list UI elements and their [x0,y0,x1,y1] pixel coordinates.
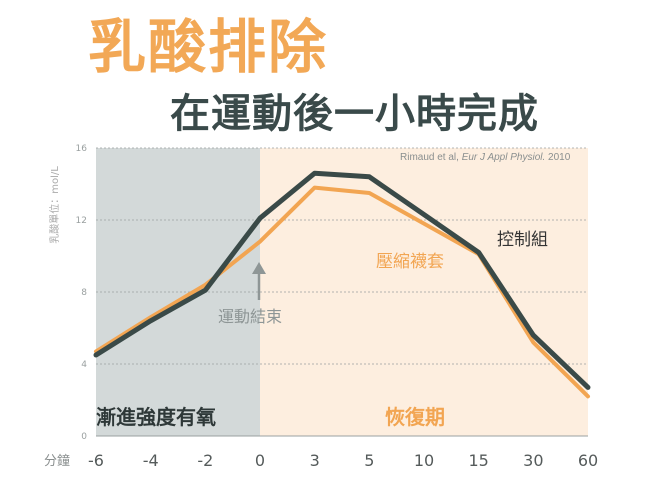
y-tick-label: 0 [81,432,87,442]
chart-title: 乳酸排除 [88,13,329,81]
citation-journal: Eur J Appl Physiol. [462,152,546,163]
x-tick-label: 3 [310,451,320,470]
x-tick-label: -4 [143,451,159,470]
x-axis-ticks: -6 -4 -2 0 3 5 10 15 30 60 [88,451,598,470]
chart-subtitle: 在運動後一小時完成 [170,91,539,137]
x-tick-label: 15 [468,451,488,470]
x-axis-label: 分鐘 [44,453,70,469]
citation-year: 2010 [545,152,570,163]
legend-compression: 壓縮襪套 [376,252,444,272]
grid-lines [96,147,588,437]
phase-recovery-label: 恢復期 [385,405,445,429]
exercise-end-label: 運動結束 [218,307,282,326]
phase-exercise-label: 漸進強度有氧 [96,405,216,429]
x-tick-label: -2 [197,451,213,470]
x-tick-label: 5 [364,451,374,470]
citation-prefix: Rimaud et al, [400,152,462,163]
x-tick-label: 10 [414,451,434,470]
series-line-control [93,170,591,390]
citation: Rimaud et al, Eur J Appl Physiol. 2010 [400,152,571,163]
y-tick-label: 8 [81,288,87,298]
x-tick-label: 0 [255,451,265,470]
x-tick-label: 30 [523,451,543,470]
y-tick-label: 16 [76,144,88,154]
x-tick-label: 60 [578,451,598,470]
legend-control: 控制組 [497,230,548,250]
series-lines [93,170,591,399]
y-axis-label: 乳酸單位：mol/L [48,166,61,244]
y-tick-label: 12 [76,216,87,226]
exercise-end-marker [252,262,266,300]
y-axis-ticks: 0 4 8 12 16 [76,144,88,442]
x-tick-label: -6 [88,451,104,470]
y-tick-label: 4 [81,360,87,370]
